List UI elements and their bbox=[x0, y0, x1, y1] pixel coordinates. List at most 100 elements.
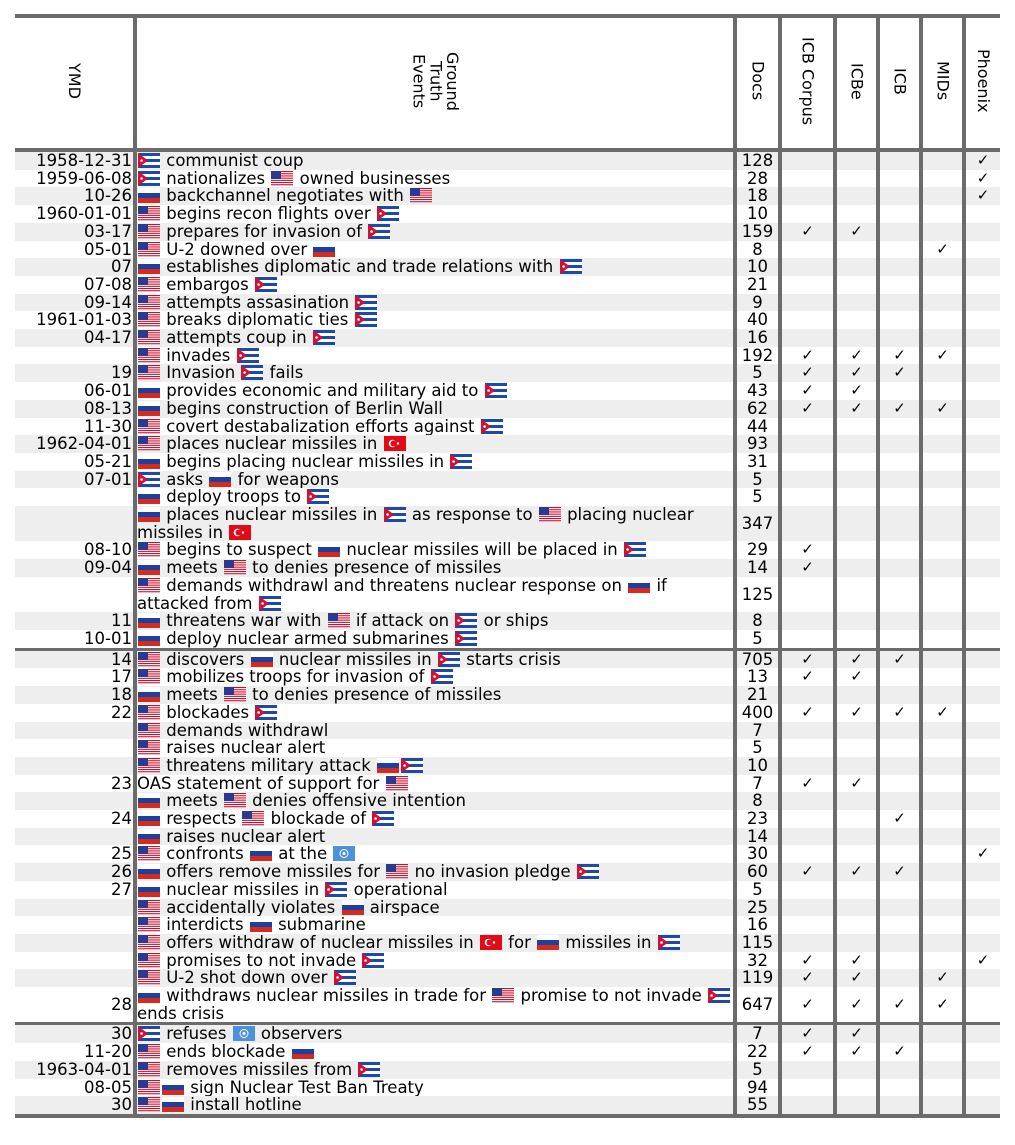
checkmark: ✓ bbox=[801, 649, 814, 668]
checkmark: ✓ bbox=[976, 151, 990, 169]
cell-icb bbox=[878, 222, 923, 241]
table-row: 09-04 meets to denies presence of missil… bbox=[15, 559, 1000, 577]
cell-phoenix bbox=[964, 1079, 1000, 1097]
russia-flag-icon bbox=[137, 881, 161, 899]
cell-mids bbox=[921, 258, 966, 276]
turkey-flag-icon bbox=[383, 435, 407, 453]
cell-icbe bbox=[835, 880, 880, 899]
event-text: as response to bbox=[406, 506, 538, 525]
event-text: raises nuclear alert bbox=[161, 739, 326, 757]
cell-phoenix bbox=[964, 933, 1000, 952]
cell-icb-corpus: ✓ bbox=[780, 647, 837, 669]
events-table-container: YMD Ground Truth Events Docs ICB Corpus … bbox=[15, 14, 1000, 1118]
event-text: withdraws nuclear missiles in trade for bbox=[161, 987, 492, 1006]
event-text: to denies presence of missiles bbox=[246, 559, 502, 577]
checkmark: ✓ bbox=[801, 399, 814, 417]
cell-phoenix bbox=[964, 810, 1000, 828]
cell-event: covert destabalization efforts against bbox=[135, 417, 737, 436]
russia-flag-icon bbox=[317, 541, 341, 559]
event-text: attempts coup in bbox=[161, 329, 312, 347]
cell-icb-corpus: ✓ bbox=[780, 951, 837, 970]
cell-event: meets denies offensive intention bbox=[135, 792, 737, 811]
cuba-flag-icon bbox=[383, 506, 407, 524]
cuba-flag-icon bbox=[312, 329, 336, 347]
cell-icb-corpus bbox=[780, 739, 837, 757]
cuba-flag-icon bbox=[137, 170, 161, 188]
event-text: establishes diplomatic and trade relatio… bbox=[161, 258, 559, 276]
us-flag-icon bbox=[223, 792, 247, 810]
cell-mids bbox=[921, 293, 966, 312]
cell-ymd: 04-17 bbox=[15, 329, 137, 347]
turkey-flag-icon bbox=[228, 523, 252, 542]
table-row: 30 install hotline 55 bbox=[15, 1096, 1000, 1118]
cell-icb-corpus bbox=[780, 452, 837, 471]
cell-ymd: 14 bbox=[15, 647, 137, 669]
cell-icb-corpus bbox=[780, 150, 837, 170]
cuba-flag-icon bbox=[361, 952, 385, 970]
cell-icb-corpus bbox=[780, 880, 837, 899]
cell-ymd bbox=[15, 916, 137, 934]
cell-icb-corpus bbox=[780, 311, 837, 330]
cell-docs: 14 bbox=[735, 559, 782, 577]
cell-phoenix bbox=[964, 506, 1000, 542]
table-row: 04-17 attempts coup in 16 bbox=[15, 329, 1000, 347]
cell-mids bbox=[921, 506, 966, 542]
cell-icb-corpus bbox=[780, 329, 837, 347]
table-row: offers withdraw of nuclear missiles in f… bbox=[15, 933, 1000, 952]
cell-icbe bbox=[835, 275, 880, 294]
cell-ymd: 05-01 bbox=[15, 240, 137, 259]
cell-docs: 10 bbox=[735, 258, 782, 276]
us-flag-icon bbox=[137, 722, 161, 740]
cell-docs: 23 bbox=[735, 810, 782, 828]
cell-phoenix bbox=[964, 612, 1000, 630]
cuba-flag-icon bbox=[254, 276, 278, 294]
us-flag-icon bbox=[409, 187, 433, 205]
cell-mids bbox=[921, 1096, 966, 1118]
table-row: 06-01 provides economic and military aid… bbox=[15, 382, 1000, 400]
cell-ymd: 30 bbox=[15, 1096, 137, 1118]
cell-phoenix bbox=[964, 704, 1000, 722]
cell-phoenix bbox=[964, 399, 1000, 418]
cell-mids bbox=[921, 470, 966, 489]
header-ymd-label: YMD bbox=[65, 63, 84, 99]
cell-mids bbox=[921, 629, 966, 650]
russia-flag-icon bbox=[249, 845, 273, 863]
checkmark: ✓ bbox=[976, 187, 990, 205]
cell-event: ends blockade bbox=[135, 1043, 737, 1061]
cell-event: Invasion fails bbox=[135, 364, 737, 383]
table-row: 23 OAS statement of support for 7 ✓ ✓ bbox=[15, 774, 1000, 793]
cell-icbe bbox=[835, 810, 880, 828]
cell-docs: 7 bbox=[735, 774, 782, 793]
cell-phoenix bbox=[964, 453, 1000, 471]
cell-docs: 192 bbox=[735, 346, 782, 365]
cell-event: nationalizes owned businesses bbox=[135, 169, 737, 188]
cell-docs: 16 bbox=[735, 916, 782, 934]
cell-icbe: ✓ bbox=[835, 1022, 880, 1044]
cell-icb bbox=[878, 951, 923, 970]
checkmark: ✓ bbox=[801, 994, 814, 1013]
cell-ymd: 26 bbox=[15, 863, 137, 881]
cell-ymd: 1960-01-01 bbox=[15, 205, 137, 223]
event-text: nationalizes bbox=[161, 169, 271, 188]
table-row: 08-10 begins to suspect nuclear missiles… bbox=[15, 541, 1000, 560]
event-text: submarine bbox=[272, 916, 366, 934]
cell-icb bbox=[878, 275, 923, 294]
checkmark: ✓ bbox=[850, 649, 863, 668]
checkmark: ✓ bbox=[936, 994, 949, 1013]
checkmark: ✓ bbox=[850, 668, 863, 686]
cell-icb bbox=[878, 774, 923, 793]
cell-icb-corpus bbox=[780, 293, 837, 312]
event-text: breaks diplomatic ties bbox=[161, 311, 354, 330]
cell-icb bbox=[878, 629, 923, 650]
event-text: ends blockade bbox=[161, 1043, 291, 1061]
cell-docs: 5 bbox=[735, 739, 782, 757]
cuba-flag-icon bbox=[449, 453, 473, 471]
table-row: demands withdrawl 7 bbox=[15, 721, 1000, 740]
checkmark: ✓ bbox=[801, 1043, 814, 1061]
cell-docs: 31 bbox=[735, 452, 782, 471]
cell-icbe bbox=[835, 916, 880, 934]
event-text: offers remove missiles for bbox=[161, 863, 386, 881]
event-text: U-2 shot down over bbox=[161, 969, 333, 988]
cell-icb-corpus bbox=[780, 721, 837, 740]
cell-event: raises nuclear alert bbox=[135, 827, 737, 846]
